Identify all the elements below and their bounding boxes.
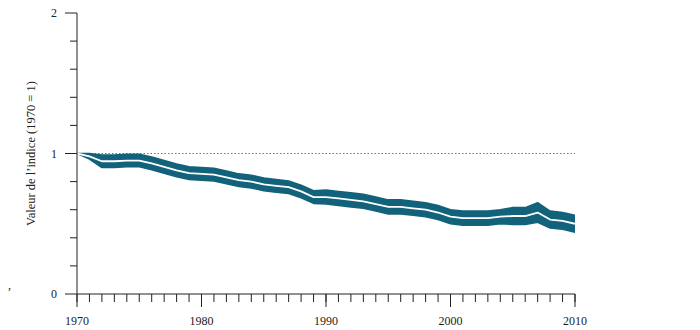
y-tick [65,13,77,14]
x-minor-tick [350,294,351,302]
plot-area [77,154,575,233]
x-minor-tick [487,294,488,302]
x-tick-label: 2000 [439,314,463,328]
x-minor-tick [251,294,252,302]
x-minor-tick [176,294,177,302]
x-tick [575,294,576,307]
reference-line [77,153,575,154]
x-minor-tick [500,294,501,302]
y-minor-tick [70,97,77,98]
chart: 0 1 2 1970 1980 1990 2000 2010 Valeur de l’indic… [0,0,700,330]
x-minor-tick [101,294,102,302]
y-minor-tick [70,237,77,238]
x-minor-tick [550,294,551,302]
y-tick-label: 2 [51,6,57,20]
x-tick [201,294,202,307]
x-minor-tick [164,294,165,302]
x-tick [326,294,327,307]
x-minor-tick [301,294,302,302]
x-minor-tick [525,294,526,302]
annotation: , [8,278,11,292]
x-minor-tick [512,294,513,302]
x-tick-label: 1990 [314,314,338,328]
x-minor-tick [151,294,152,302]
x-tick-label: 1970 [65,314,89,328]
x-minor-tick [375,294,376,302]
x-minor-tick [288,294,289,302]
x-tick [77,294,78,307]
y-minor-tick [70,41,77,42]
x-minor-tick [139,294,140,302]
x-minor-tick [537,294,538,302]
x-minor-tick [363,294,364,302]
y-minor-tick [70,265,77,266]
x-minor-tick [438,294,439,302]
y-minor-tick [70,69,77,70]
x-minor-tick [114,294,115,302]
x-minor-tick [189,294,190,302]
x-minor-tick [313,294,314,302]
y-minor-tick [70,125,77,126]
x-minor-tick [263,294,264,302]
x-minor-tick [425,294,426,302]
x-minor-tick [338,294,339,302]
x-minor-tick [475,294,476,302]
x-tick-label: 1980 [190,314,214,328]
x-minor-tick [400,294,401,302]
x-minor-tick [238,294,239,302]
y-tick-label: 0 [51,287,57,301]
x-tick-label: 2010 [563,314,587,328]
y-tick-label: 1 [51,147,57,161]
x-minor-tick [226,294,227,302]
x-minor-tick [89,294,90,302]
y-minor-tick [70,209,77,210]
x-minor-tick [213,294,214,302]
index-line [77,154,575,224]
y-tick [65,294,77,295]
confidence-band [77,154,575,233]
x-minor-tick [388,294,389,302]
x-minor-tick [562,294,563,302]
y-axis-label: Valeur de l’indice (1970 = 1) [24,81,38,226]
x-minor-tick [413,294,414,302]
x-minor-tick [126,294,127,302]
x-tick [450,294,451,307]
x-minor-tick [276,294,277,302]
y-minor-tick [70,181,77,182]
y-tick [65,153,77,154]
x-minor-tick [462,294,463,302]
